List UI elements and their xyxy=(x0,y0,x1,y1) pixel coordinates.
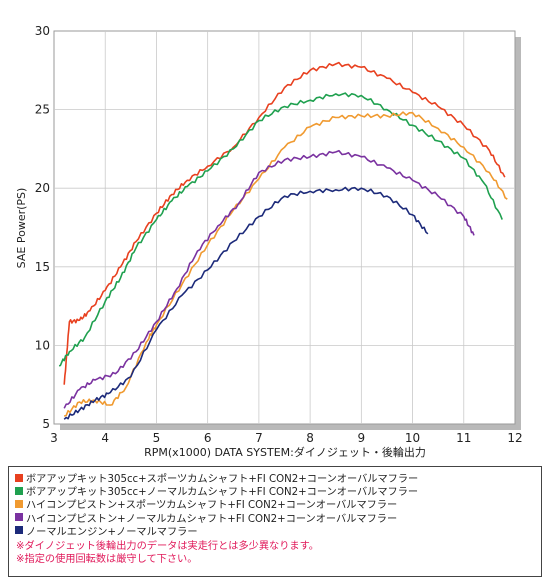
legend-label: ボアアップキット305cc+ノーマルカムシャフト+FI CON2+コーンオーバル… xyxy=(26,487,419,499)
chart-panel xyxy=(53,30,516,425)
legend: ボアアップキット305cc+スポーツカムシャフト+FI CON2+コーンオーバル… xyxy=(8,466,542,577)
legend-item: ボアアップキット305cc+スポーツカムシャフト+FI CON2+コーンオーバル… xyxy=(15,471,535,486)
x-tick-label: 7 xyxy=(255,431,263,445)
legend-swatch xyxy=(15,513,23,522)
note-text: ※ダイノジェット後輪出力のデータは実走行とは多少異なります。 xyxy=(16,540,319,552)
x-tick-label: 10 xyxy=(405,431,420,445)
x-tick-label: 4 xyxy=(101,431,109,445)
x-tick-label: 5 xyxy=(153,431,161,445)
y-tick-label: 20 xyxy=(35,181,50,195)
series-line xyxy=(63,149,475,409)
y-axis-title: SAE Power(PS) xyxy=(15,188,28,269)
series-line xyxy=(63,186,429,420)
series-line xyxy=(63,111,508,417)
x-tick-label: 12 xyxy=(507,431,522,445)
legend-item: ハイコンプピストン+スポーツカムシャフト+FI CON2+コーンオーバルマフラー xyxy=(15,497,535,512)
legend-item: ハイコンプピストン+ノーマルカムシャフト+FI CON2+コーンオーバルマフラー xyxy=(15,511,535,525)
x-tick-label: 8 xyxy=(306,431,314,445)
x-tick-label: 3 xyxy=(50,431,58,445)
legend-label: ハイコンプピストン+スポーツカムシャフト+FI CON2+コーンオーバルマフラー xyxy=(26,500,398,512)
x-tick-label: 6 xyxy=(204,431,212,445)
legend-swatch xyxy=(15,473,23,482)
power-chart: 3 4 5 6 7 8 9 10 11 12 5 10 15 20 25 30 RPM(x1000) DAT… xyxy=(15,24,523,459)
legend-swatch xyxy=(15,526,23,535)
y-tick-label: 15 xyxy=(35,260,50,274)
y-tick-label: 5 xyxy=(42,417,50,431)
series-line xyxy=(63,61,506,385)
legend-label: ボアアップキット305cc+スポーツカムシャフト+FI CON2+コーンオーバル… xyxy=(26,474,419,486)
x-tick-label: 11 xyxy=(456,431,471,445)
y-tick-label: 30 xyxy=(35,24,50,38)
legend-swatch xyxy=(15,499,23,508)
series-layer xyxy=(58,61,508,420)
y-tick-label: 10 xyxy=(35,338,50,352)
y-tick-label: 25 xyxy=(35,103,50,117)
grid-lines xyxy=(54,31,515,424)
note-text: ※指定の使用回転数は厳守して下さい。 xyxy=(16,554,198,566)
x-tick-labels: 3 4 5 6 7 8 9 10 11 12 xyxy=(50,431,522,445)
legend-label: ハイコンプピストン+ノーマルカムシャフト+FI CON2+コーンオーバルマフラー xyxy=(26,513,398,525)
legend-item: ノーマルエンジン+ノーマルマフラー xyxy=(15,524,535,538)
x-axis-title: RPM(x1000) DATA SYSTEM:ダイノジェット・後輪出力 xyxy=(144,445,426,459)
y-tick-labels: 5 10 15 20 25 30 xyxy=(35,24,50,431)
x-tick-label: 9 xyxy=(358,431,366,445)
legend-swatch xyxy=(15,486,23,495)
series-line xyxy=(58,92,503,367)
legend-label: ノーマルエンジン+ノーマルマフラー xyxy=(26,526,198,538)
legend-item: ボアアップキット305cc+ノーマルカムシャフト+FI CON2+コーンオーバル… xyxy=(15,484,535,499)
